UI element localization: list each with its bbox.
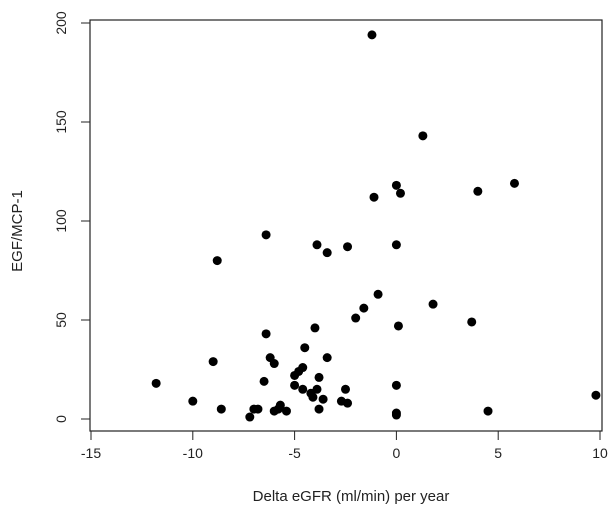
data-point [467, 317, 477, 327]
x-tick-label: -15 [81, 445, 101, 461]
y-tick-label: 50 [53, 312, 69, 328]
x-tick-label: -5 [288, 445, 301, 461]
data-point [373, 289, 383, 299]
y-tick-label: 150 [53, 110, 69, 134]
data-point [312, 240, 322, 250]
y-tick-label: 200 [53, 11, 69, 35]
data-point [473, 186, 483, 196]
data-point [290, 370, 300, 380]
data-point [483, 406, 493, 416]
x-tick-label: 10 [592, 445, 608, 461]
data-point [314, 404, 324, 414]
y-tick-label: 100 [53, 209, 69, 233]
data-point [253, 404, 263, 414]
data-point [298, 384, 308, 394]
x-tick-label: 5 [494, 445, 502, 461]
data-point [261, 329, 271, 339]
data-point [428, 299, 438, 309]
data-point [351, 313, 361, 323]
data-point [310, 323, 320, 333]
data-point [341, 384, 350, 394]
plot-frame [89, 19, 603, 432]
data-point [216, 404, 226, 414]
data-point [151, 378, 161, 388]
data-point [591, 390, 601, 400]
data-point [212, 256, 222, 266]
x-axis-label: Delta eGFR (ml/min) per year [253, 488, 450, 505]
data-point [395, 188, 405, 198]
data-point [308, 392, 318, 402]
data-point [343, 398, 353, 408]
data-point [391, 410, 401, 420]
data-point [391, 380, 401, 390]
data-point [359, 303, 369, 313]
y-tick-label: 0 [53, 415, 69, 423]
data-point [269, 406, 279, 416]
data-point [391, 240, 401, 250]
y-axis-label: EGF/MCP-1 [9, 190, 26, 272]
data-point [188, 396, 198, 406]
data-point [369, 192, 379, 202]
data-point [343, 242, 353, 252]
x-tick-label: -10 [183, 445, 203, 461]
x-axis: -15 -10 -5 0 5 10 [81, 430, 608, 461]
y-axis: 0 50 100 150 200 [53, 11, 91, 423]
data-point [322, 353, 332, 363]
data-point [509, 178, 519, 188]
data-point [300, 343, 310, 353]
data-point [259, 376, 269, 386]
data-point [418, 131, 428, 141]
data-point [322, 248, 332, 258]
data-point [318, 394, 328, 404]
data-point [314, 372, 324, 382]
data-point [281, 406, 291, 416]
data-point [245, 412, 255, 422]
data-point [391, 180, 401, 190]
data-point [393, 321, 403, 331]
data-point [208, 357, 218, 367]
data-point [261, 230, 271, 240]
x-tick-label: 0 [393, 445, 401, 461]
data-point [367, 30, 377, 40]
data-point [290, 380, 300, 390]
data-point [269, 359, 279, 369]
data-points [151, 30, 601, 422]
